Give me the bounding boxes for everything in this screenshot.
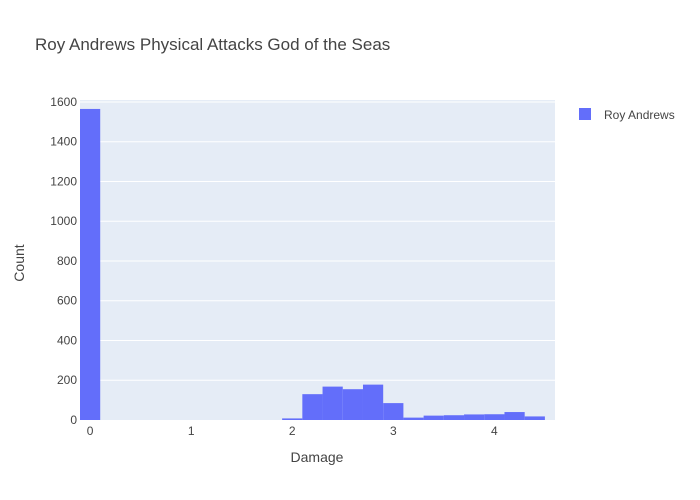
histogram-bar[interactable] bbox=[403, 417, 424, 420]
histogram-bar[interactable] bbox=[504, 412, 525, 420]
y-tick-label: 1400 bbox=[50, 135, 77, 149]
legend-label-roy-andrews[interactable]: Roy Andrews bbox=[604, 108, 675, 122]
legend-swatch-roy-andrews[interactable] bbox=[579, 108, 591, 120]
y-tick-label: 800 bbox=[57, 254, 77, 268]
y-tick-label: 400 bbox=[57, 333, 77, 347]
y-tick-label: 1000 bbox=[50, 214, 77, 228]
x-axis-ticks: 0 1 2 3 4 bbox=[87, 424, 498, 438]
histogram-bar[interactable] bbox=[524, 416, 545, 420]
histogram-bars bbox=[80, 108, 545, 421]
histogram-bar[interactable] bbox=[383, 403, 404, 420]
y-axis-ticks: 0 200 400 600 800 1000 1200 1400 1600 bbox=[50, 95, 77, 427]
legend[interactable]: Roy Andrews bbox=[579, 108, 675, 122]
y-tick-label: 600 bbox=[57, 294, 77, 308]
y-tick-label: 1200 bbox=[50, 174, 77, 188]
histogram-bar[interactable] bbox=[484, 414, 505, 420]
histogram-bar[interactable] bbox=[443, 415, 465, 420]
histogram-bar[interactable] bbox=[322, 386, 343, 420]
histogram-bar[interactable] bbox=[80, 108, 101, 421]
histogram-bar[interactable] bbox=[302, 394, 323, 420]
histogram-bar[interactable] bbox=[423, 415, 444, 420]
histogram-bar[interactable] bbox=[464, 414, 485, 420]
histogram-bar[interactable] bbox=[342, 389, 363, 420]
x-tick-label: 0 bbox=[87, 424, 94, 438]
grid-lines bbox=[80, 101, 555, 381]
x-axis-label: Damage bbox=[291, 449, 344, 465]
y-tick-label: 200 bbox=[57, 373, 77, 387]
histogram-bar[interactable] bbox=[362, 384, 384, 420]
plot-area bbox=[80, 100, 555, 420]
x-tick-label: 4 bbox=[491, 424, 498, 438]
y-tick-label: 1600 bbox=[50, 95, 77, 109]
x-tick-label: 3 bbox=[390, 424, 397, 438]
chart-title: Roy Andrews Physical Attacks God of the … bbox=[35, 35, 390, 54]
y-axis-label: Count bbox=[11, 244, 27, 281]
y-tick-label: 0 bbox=[70, 413, 77, 427]
histogram-bar[interactable] bbox=[282, 418, 303, 420]
x-tick-label: 1 bbox=[188, 424, 195, 438]
x-tick-label: 2 bbox=[289, 424, 296, 438]
